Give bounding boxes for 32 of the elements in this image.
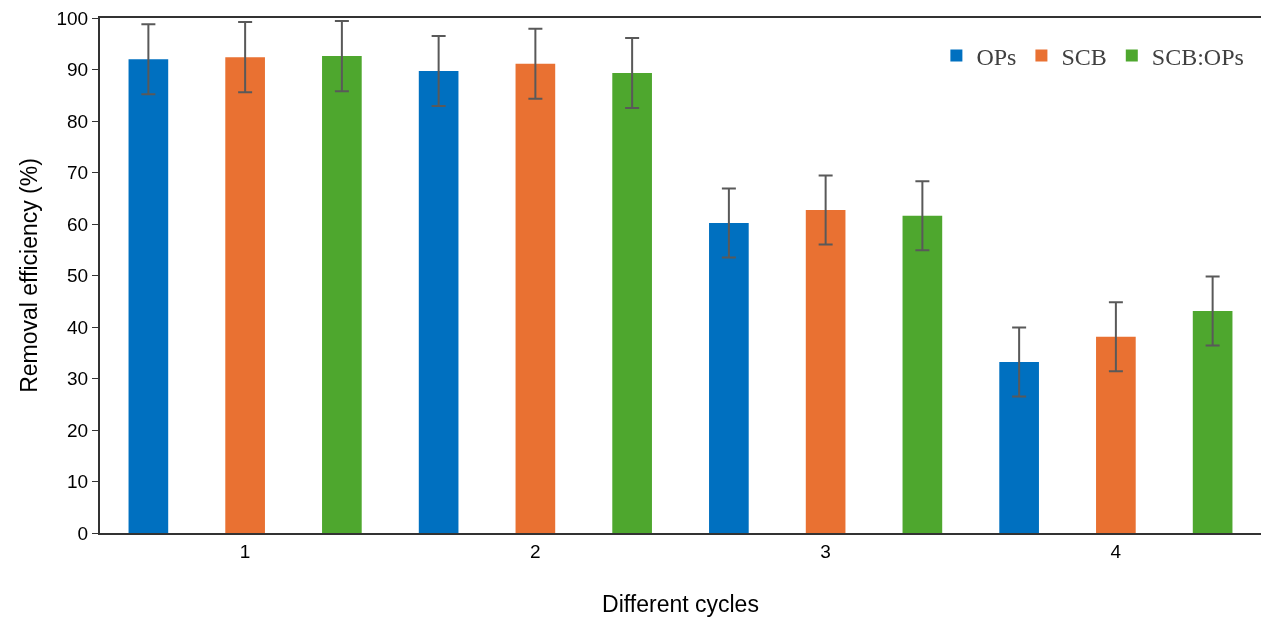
bar: [515, 63, 556, 533]
x-axis-title: Different cycles: [602, 590, 759, 617]
bar: [1192, 311, 1233, 533]
y-tick-label: 40: [67, 316, 89, 338]
x-tick-label: 4: [1110, 540, 1122, 562]
y-tick-label: 0: [77, 522, 89, 544]
legend-label: SCB: [1061, 43, 1107, 70]
bar: [902, 215, 943, 533]
x-tick-label: 2: [530, 540, 541, 562]
y-tick-label: 10: [67, 471, 89, 493]
x-tick-label: 1: [239, 540, 251, 562]
y-tick-label: 80: [67, 110, 89, 132]
bar: [709, 222, 749, 533]
bar: [225, 57, 265, 533]
legend-label: OPs: [976, 43, 1017, 70]
bar: [1096, 336, 1136, 533]
bar: [322, 56, 362, 533]
bar: [999, 362, 1039, 533]
y-tick-label: 60: [67, 213, 89, 235]
y-tick-label: 100: [56, 7, 89, 29]
bar: [805, 210, 846, 533]
bar: [418, 71, 459, 533]
bar: [612, 73, 652, 533]
bar: [128, 59, 169, 533]
y-axis-title: Removal efficiency (%): [16, 158, 43, 393]
y-tick-label: 30: [67, 368, 89, 390]
legend-label: SCB:OPs: [1151, 43, 1244, 70]
y-tick-label: 50: [67, 265, 89, 287]
x-tick-label: 3: [820, 540, 831, 562]
y-tick-label: 90: [67, 59, 89, 81]
y-tick-label: 70: [67, 162, 89, 184]
y-tick-label: 20: [67, 419, 89, 441]
